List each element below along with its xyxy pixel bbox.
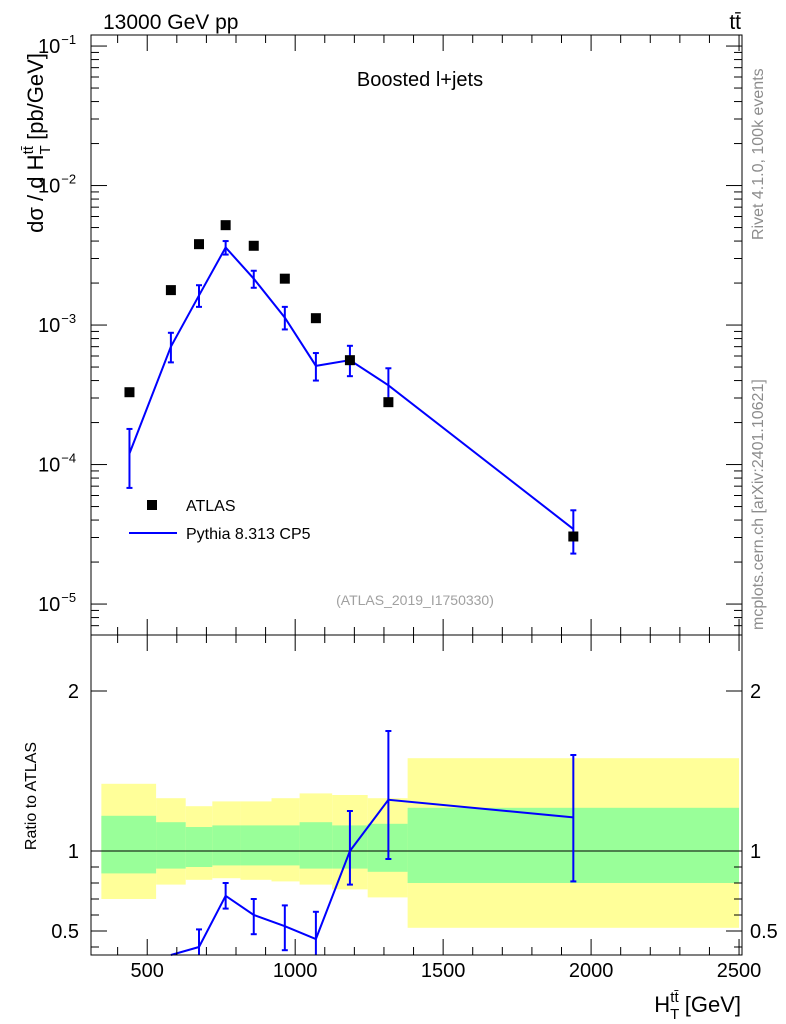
main-y-tick-label: 10−2 xyxy=(38,172,76,198)
legend: ATLAS Pythia 8.313 CP5 xyxy=(129,498,311,543)
x-tick-label: 2000 xyxy=(569,960,614,982)
atlas-data-point xyxy=(220,220,231,231)
ratio-y-tick-label-right: 1 xyxy=(750,841,761,863)
atlas-data-point xyxy=(310,313,321,324)
stat-uncertainty-band xyxy=(271,825,300,866)
atlas-data-point xyxy=(279,273,290,284)
main-axis-ticks xyxy=(91,35,742,636)
main-y-tick-labels: 10−110−210−310−410−5 xyxy=(38,32,76,616)
main-y-tick-exponent: −4 xyxy=(61,451,76,466)
plot-title: Boosted l+jets xyxy=(357,69,483,91)
energy-label: 13000 GeV pp xyxy=(103,11,238,34)
main-y-tick-label: 10−5 xyxy=(38,590,76,616)
pythia-line xyxy=(128,245,574,530)
stat-uncertainty-band xyxy=(185,827,213,867)
atlas-data-point xyxy=(124,387,135,398)
main-y-tick-label: 10−3 xyxy=(38,311,76,337)
ratio-axis-ticks xyxy=(91,635,742,955)
main-y-tick-base: 10 xyxy=(38,176,60,198)
atlas-data-point xyxy=(194,239,205,250)
process-label: tt̄ xyxy=(729,11,741,34)
rivet-info: Rivet 4.1.0, 100k events xyxy=(750,68,767,240)
uncertainty-bands xyxy=(101,758,740,928)
stat-uncertainty-band xyxy=(212,825,241,866)
ratio-y-tick-label-left: 1 xyxy=(68,841,79,863)
ratio-y-tick-labels: 0.5 0.5 1 1 2 2 xyxy=(51,681,778,943)
xlabel-sup: tt̄ xyxy=(670,989,679,1006)
legend-pythia-label: Pythia 8.313 CP5 xyxy=(186,526,311,543)
stat-uncertainty-band xyxy=(156,822,186,869)
x-tick-labels: 500 1000 1500 2000 2500 xyxy=(131,960,762,982)
legend-atlas-marker xyxy=(147,500,157,510)
legend-atlas-label: ATLAS xyxy=(186,498,236,515)
atlas-data-point xyxy=(248,240,259,251)
x-tick-label: 1000 xyxy=(273,960,318,982)
main-y-tick-exponent: −1 xyxy=(61,32,76,47)
ratio-plot-frame xyxy=(90,634,743,956)
main-y-tick-exponent: −3 xyxy=(61,311,76,326)
xlabel-sub: T xyxy=(670,1006,679,1023)
atlas-data-point xyxy=(344,355,355,366)
main-y-tick-base: 10 xyxy=(38,315,60,337)
ylabel-prefix: dσ / d H xyxy=(23,155,48,233)
main-series-layer xyxy=(124,220,579,555)
ylabel-sup: tt̄ xyxy=(20,145,37,154)
main-y-axis-label: dσ / d HTtt̄ [pb/GeV] xyxy=(20,53,54,233)
main-y-tick-base: 10 xyxy=(38,36,60,58)
xlabel-prefix: H xyxy=(654,992,670,1017)
ratio-y-axis-label: Ratio to ATLAS xyxy=(23,742,40,850)
atlas-data-point xyxy=(383,397,394,408)
x-axis-label: HTtt̄ [GeV] xyxy=(654,989,741,1023)
atlas-data-point xyxy=(568,531,579,542)
main-y-tick-label: 10−1 xyxy=(38,32,76,58)
main-y-tick-base: 10 xyxy=(38,594,60,616)
ylabel-sub: T xyxy=(37,145,54,154)
ylabel-unit: [pb/GeV] xyxy=(23,53,48,146)
main-y-tick-base: 10 xyxy=(38,455,60,477)
stat-uncertainty-band xyxy=(101,815,157,874)
stat-uncertainty-band xyxy=(240,825,272,866)
x-tick-label: 1500 xyxy=(421,960,466,982)
analysis-reference: (ATLAS_2019_I1750330) xyxy=(336,592,494,608)
ratio-y-tick-label-right: 0.5 xyxy=(750,921,778,943)
mcplots-info: mcplots.cern.ch [arXiv:2401.10621] xyxy=(750,379,767,630)
main-y-tick-exponent: −5 xyxy=(61,590,76,605)
main-plot-frame xyxy=(90,34,743,636)
main-y-tick-label: 10−4 xyxy=(38,451,76,477)
ratio-y-tick-label-right: 2 xyxy=(750,681,761,703)
ratio-y-tick-label-left: 0.5 xyxy=(51,921,79,943)
main-plot-panel: 10−110−210−310−410−5 Boosted l+jets (ATL… xyxy=(20,32,743,636)
ratio-y-tick-label-left: 2 xyxy=(68,681,79,703)
stat-uncertainty-band xyxy=(299,822,333,869)
main-y-tick-exponent: −2 xyxy=(61,172,76,187)
ratio-plot-panel: 0.5 0.5 1 1 2 2 500 1000 1500 2000 2500 Ratio to … xyxy=(23,634,778,1023)
ratio-series-layer xyxy=(170,730,577,956)
xlabel-unit: [GeV] xyxy=(679,992,741,1017)
x-tick-label: 500 xyxy=(131,960,164,982)
x-tick-label: 2500 xyxy=(717,960,762,982)
atlas-data-point xyxy=(165,285,176,296)
